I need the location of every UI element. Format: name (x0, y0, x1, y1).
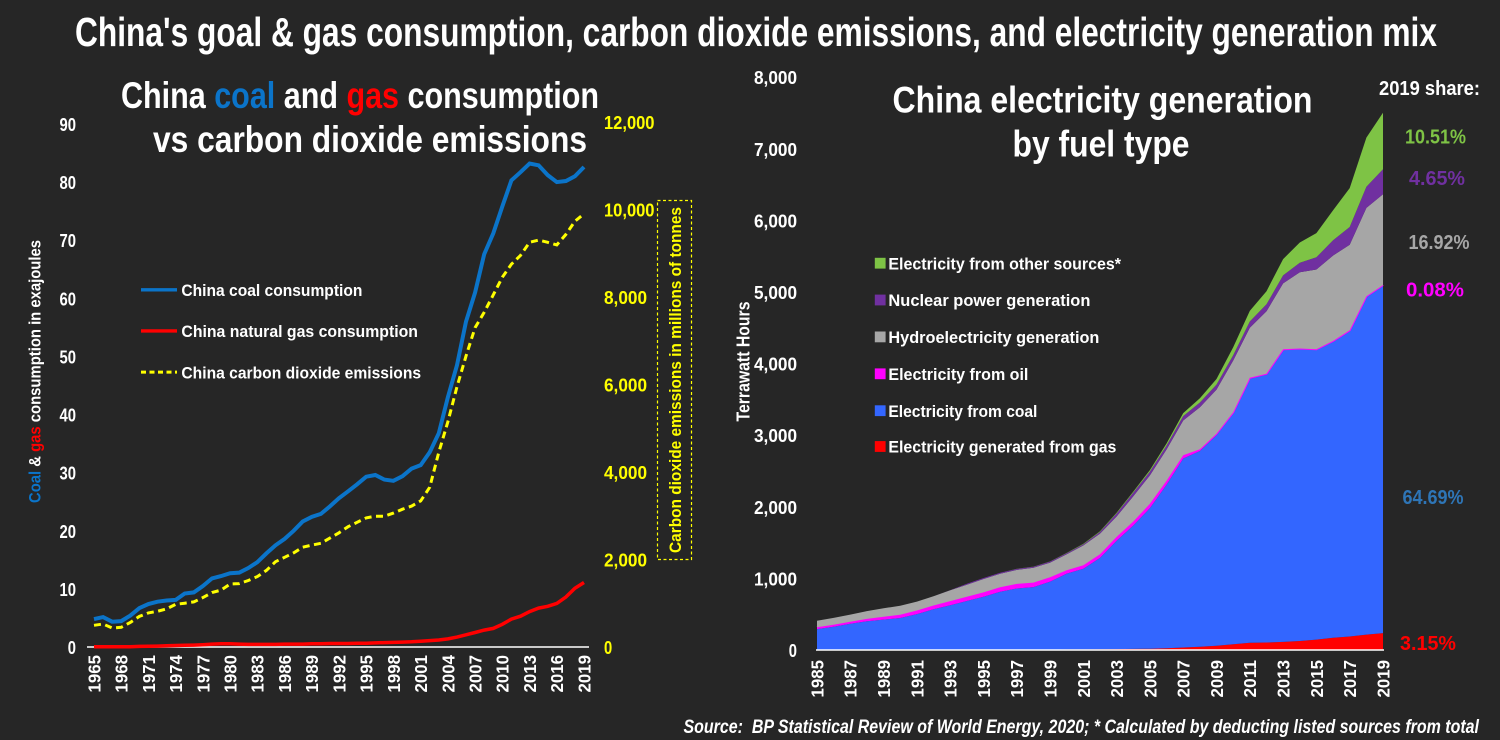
svg-text:2016: 2016 (547, 655, 567, 693)
svg-text:1989: 1989 (302, 655, 322, 693)
svg-text:1987: 1987 (841, 660, 861, 698)
svg-text:China natural gas consumption: China natural gas consumption (181, 322, 418, 341)
svg-text:20: 20 (60, 522, 77, 542)
svg-text:1968: 1968 (112, 655, 132, 693)
svg-text:2017: 2017 (1340, 660, 1360, 698)
svg-text:1991: 1991 (907, 660, 927, 698)
svg-text:Source: BP Statistical Review: Source: BP Statistical Review of World E… (684, 716, 1480, 738)
svg-text:50: 50 (60, 347, 77, 367)
svg-text:4,000: 4,000 (604, 463, 647, 483)
svg-text:3.15%: 3.15% (1400, 632, 1456, 655)
svg-text:10,000: 10,000 (604, 201, 655, 221)
svg-text:1993: 1993 (941, 660, 961, 698)
svg-text:2005: 2005 (1140, 660, 1160, 698)
svg-text:2007: 2007 (1174, 660, 1194, 698)
svg-text:China coal and gas consumption: China coal and gas consumption (121, 75, 599, 116)
svg-text:2004: 2004 (438, 655, 458, 693)
svg-text:3,000: 3,000 (754, 426, 797, 446)
svg-text:2019: 2019 (574, 655, 594, 693)
svg-text:80: 80 (60, 173, 77, 193)
svg-text:China carbon dioxide emissions: China carbon dioxide emissions (181, 363, 421, 382)
svg-text:1992: 1992 (329, 655, 349, 693)
svg-text:12,000: 12,000 (604, 113, 655, 133)
svg-text:vs carbon dioxide emissions: vs carbon dioxide emissions (153, 119, 587, 160)
svg-text:Electricity from coal: Electricity from coal (888, 402, 1037, 421)
svg-text:1989: 1989 (874, 660, 894, 698)
svg-text:China coal consumption: China coal consumption (181, 281, 362, 300)
svg-text:7,000: 7,000 (754, 140, 797, 160)
svg-text:4.65%: 4.65% (1409, 167, 1465, 190)
svg-text:0: 0 (789, 641, 797, 661)
svg-text:2009: 2009 (1207, 660, 1227, 698)
svg-text:1997: 1997 (1007, 660, 1027, 698)
svg-text:8,000: 8,000 (754, 68, 797, 88)
svg-text:2003: 2003 (1107, 660, 1127, 698)
svg-text:1998: 1998 (384, 655, 404, 693)
svg-text:64.69%: 64.69% (1403, 486, 1464, 509)
svg-text:Nuclear power generation: Nuclear power generation (888, 291, 1090, 310)
svg-text:Electricity from oil: Electricity from oil (888, 365, 1028, 384)
svg-text:by fuel type: by fuel type (1013, 124, 1190, 165)
svg-text:1977: 1977 (193, 655, 213, 693)
svg-text:1980: 1980 (221, 655, 241, 693)
svg-text:2,000: 2,000 (604, 551, 647, 571)
svg-text:1985: 1985 (807, 660, 827, 698)
svg-text:1995: 1995 (974, 660, 994, 698)
svg-text:2013: 2013 (520, 655, 540, 693)
svg-text:2015: 2015 (1307, 660, 1327, 698)
svg-text:4,000: 4,000 (754, 355, 797, 375)
svg-text:16.92%: 16.92% (1409, 231, 1470, 254)
svg-text:10.51%: 10.51% (1405, 125, 1466, 148)
svg-text:60: 60 (60, 289, 77, 309)
svg-text:2,000: 2,000 (754, 498, 797, 518)
svg-text:1999: 1999 (1041, 660, 1061, 698)
svg-text:0: 0 (68, 638, 76, 658)
svg-text:1974: 1974 (166, 655, 186, 693)
svg-text:10: 10 (60, 580, 77, 600)
svg-text:6,000: 6,000 (604, 376, 647, 396)
svg-text:6,000: 6,000 (754, 211, 797, 231)
svg-text:Carbon dioxide emissions in mi: Carbon dioxide emissions in millions of … (666, 207, 685, 553)
svg-text:2001: 2001 (1074, 660, 1094, 698)
svg-text:2001: 2001 (411, 655, 431, 693)
svg-text:90: 90 (60, 115, 77, 135)
svg-text:2007: 2007 (466, 655, 486, 693)
svg-text:5,000: 5,000 (754, 283, 797, 303)
svg-text:2010: 2010 (493, 655, 513, 693)
svg-text:2019 share:: 2019 share: (1379, 77, 1480, 100)
svg-text:China's goal & gas consumption: China's goal & gas consumption, carbon d… (75, 9, 1437, 55)
svg-text:1983: 1983 (248, 655, 268, 693)
svg-text:70: 70 (60, 231, 77, 251)
svg-text:1995: 1995 (357, 655, 377, 693)
svg-text:Coal & gas consumption in exaj: Coal & gas consumption in exajoules (26, 240, 45, 503)
svg-text:8,000: 8,000 (604, 288, 647, 308)
svg-text:China electricity generation: China electricity generation (893, 80, 1313, 121)
svg-text:1971: 1971 (139, 655, 159, 693)
svg-text:Hydroelectricity generation: Hydroelectricity generation (888, 328, 1099, 347)
svg-text:Electricity generated from gas: Electricity generated from gas (888, 438, 1116, 457)
svg-text:2019: 2019 (1373, 660, 1393, 698)
svg-text:2011: 2011 (1240, 660, 1260, 698)
svg-text:40: 40 (60, 406, 77, 426)
svg-text:1,000: 1,000 (754, 569, 797, 589)
svg-text:Electricity from other sources: Electricity from other sources* (888, 254, 1121, 273)
svg-text:0: 0 (604, 638, 612, 658)
svg-text:30: 30 (60, 464, 77, 484)
svg-text:Terrawatt Hours: Terrawatt Hours (734, 302, 754, 422)
svg-text:1986: 1986 (275, 655, 295, 693)
svg-text:0.08%: 0.08% (1406, 278, 1464, 301)
svg-text:2013: 2013 (1274, 660, 1294, 698)
svg-text:1965: 1965 (84, 655, 104, 693)
